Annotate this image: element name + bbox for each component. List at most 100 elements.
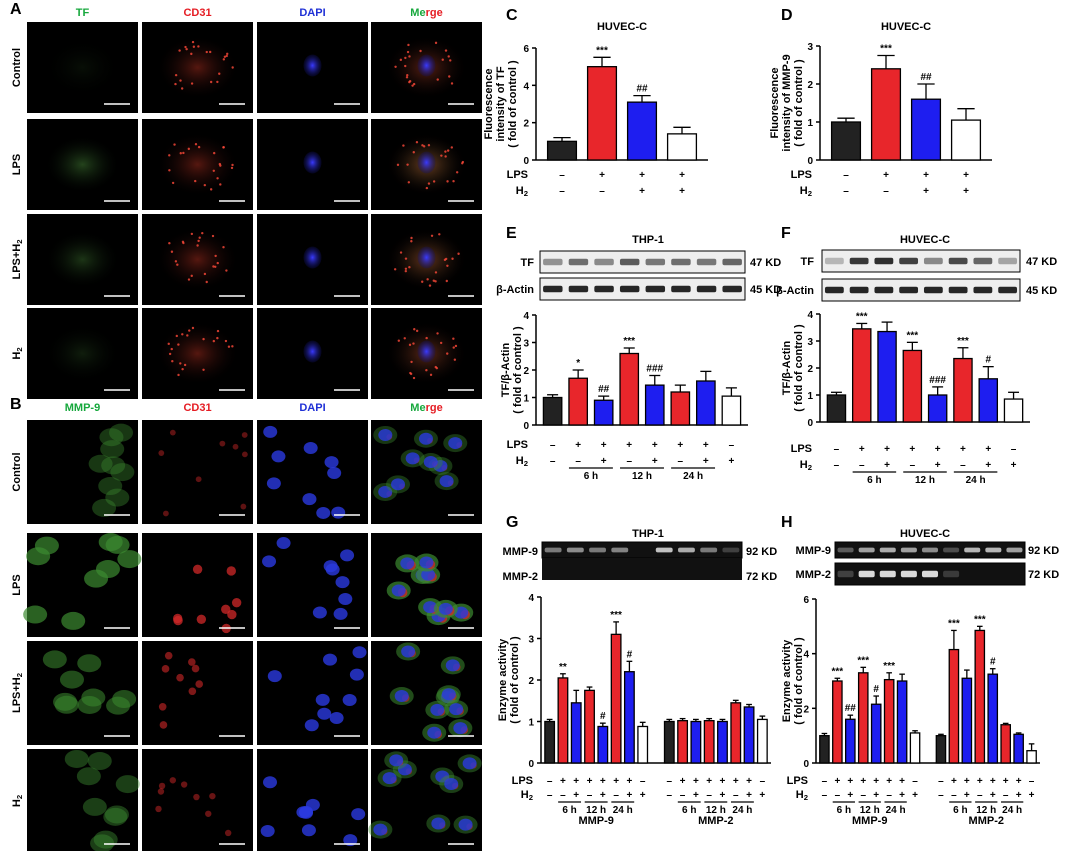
mmp9-signal xyxy=(115,775,140,794)
mmp9-signal xyxy=(93,830,118,849)
nucleus xyxy=(352,646,367,659)
condition-sign: + xyxy=(733,776,739,787)
cd31-dot xyxy=(453,358,457,361)
cd31-dot xyxy=(434,41,438,45)
cd31-signal xyxy=(157,788,165,795)
nucleus xyxy=(303,54,322,77)
condition-sign: + xyxy=(706,776,712,787)
cell-body-red xyxy=(158,134,237,195)
micrograph-cell xyxy=(27,420,138,524)
bar xyxy=(974,629,986,764)
condition-label-subscript: 2 xyxy=(524,459,528,468)
cd31-dot xyxy=(409,372,413,376)
cd31-dot xyxy=(176,263,179,266)
cd31-dot xyxy=(411,84,414,87)
cd31-dot xyxy=(203,272,207,276)
cd31-signal xyxy=(188,658,196,666)
row-label-0: Control xyxy=(11,452,23,491)
significance-mark: ### xyxy=(929,375,946,386)
cd31-dot xyxy=(415,141,419,144)
y-axis-label: TF/β-Actin xyxy=(781,341,793,396)
cd31-dot xyxy=(410,360,413,364)
condition-sign: + xyxy=(728,456,734,467)
blot-band xyxy=(837,570,854,578)
condition-label-text: LPS xyxy=(507,439,528,451)
condition-label-text: LPS xyxy=(791,443,812,455)
y-tick-label: 2 xyxy=(803,704,809,715)
condition-sign: + xyxy=(1011,460,1017,471)
y-tick-label: 4 xyxy=(803,650,809,661)
blot-band xyxy=(594,258,614,266)
condition-sign: – xyxy=(680,790,686,801)
cd31-dot xyxy=(192,45,196,48)
nucleus xyxy=(423,601,438,614)
cd31-dot xyxy=(393,268,397,271)
condition-sign: + xyxy=(679,186,685,197)
nucleus xyxy=(419,556,434,569)
mmp9-signal xyxy=(77,695,102,714)
nucleus xyxy=(315,693,330,706)
cd31-dot xyxy=(224,339,228,343)
row-label-1-text: LPS xyxy=(11,154,23,175)
condition-sign: + xyxy=(1003,776,1009,787)
nucleus xyxy=(397,763,412,776)
micrograph-content xyxy=(88,423,135,517)
y-tick-label: 4 xyxy=(523,311,529,322)
cd31-signal xyxy=(155,805,162,813)
nucleus xyxy=(304,719,319,732)
condition-sign: – xyxy=(860,790,866,801)
condition-label-text: H xyxy=(516,455,524,467)
cd31-dot xyxy=(425,336,428,340)
cd31-dot xyxy=(179,79,182,82)
cd31-dot xyxy=(222,146,225,149)
cd31-dot xyxy=(171,360,174,363)
row-label-0: Control xyxy=(11,48,23,87)
cd31-dot xyxy=(225,54,228,58)
cd31-signal xyxy=(221,604,231,615)
nucleus xyxy=(401,645,416,658)
y-tick-label: 2 xyxy=(523,119,529,130)
blot-band xyxy=(619,258,640,266)
blot-kd-top: 92 KD xyxy=(1028,545,1059,557)
condition-label: H2 xyxy=(516,455,528,468)
micrograph-content xyxy=(158,134,245,202)
significance-mark: ## xyxy=(598,384,610,395)
bar xyxy=(637,725,649,764)
y-tick-label: 0 xyxy=(807,418,813,429)
cd31-dot xyxy=(168,154,171,157)
cd31-dot xyxy=(403,337,406,340)
micrograph-content xyxy=(158,429,248,517)
condition-sign: – xyxy=(886,790,892,801)
micrograph-content xyxy=(303,340,360,391)
nucleus xyxy=(417,151,436,174)
column-header-dapi: DAPI xyxy=(299,7,325,19)
cd31-dot xyxy=(436,332,439,335)
condition-label-text: LPS xyxy=(512,775,533,787)
blot-actin xyxy=(821,278,1021,302)
panel-label-d: D xyxy=(781,7,793,24)
merge-part-2: rge xyxy=(426,402,443,414)
nucleus xyxy=(276,537,291,550)
y-axis-label: ( fold of control ) xyxy=(509,636,521,724)
cd31-dot xyxy=(407,43,410,47)
y-tick-label: 6 xyxy=(523,44,529,55)
cd31-dot xyxy=(230,166,234,170)
condition-sign: – xyxy=(822,790,828,801)
significance-mark: *** xyxy=(623,336,635,347)
mmp9-signal xyxy=(92,498,117,517)
nucleus xyxy=(417,54,436,77)
condition-sign: + xyxy=(601,440,607,451)
cd31-dot xyxy=(404,269,408,273)
bar xyxy=(935,735,947,764)
condition-sign: – xyxy=(667,776,673,787)
nucleus xyxy=(349,668,364,681)
y-axis-label: ( fold of control ) xyxy=(793,59,805,147)
cd31-dot xyxy=(412,342,415,345)
row-label-2-text: LPS+H xyxy=(11,677,23,713)
micrograph-content xyxy=(46,40,130,105)
bar xyxy=(666,133,698,161)
condition-sign: + xyxy=(912,790,918,801)
significance-mark: # xyxy=(990,657,996,668)
blot-band xyxy=(948,286,968,294)
micrograph-content xyxy=(387,323,474,391)
